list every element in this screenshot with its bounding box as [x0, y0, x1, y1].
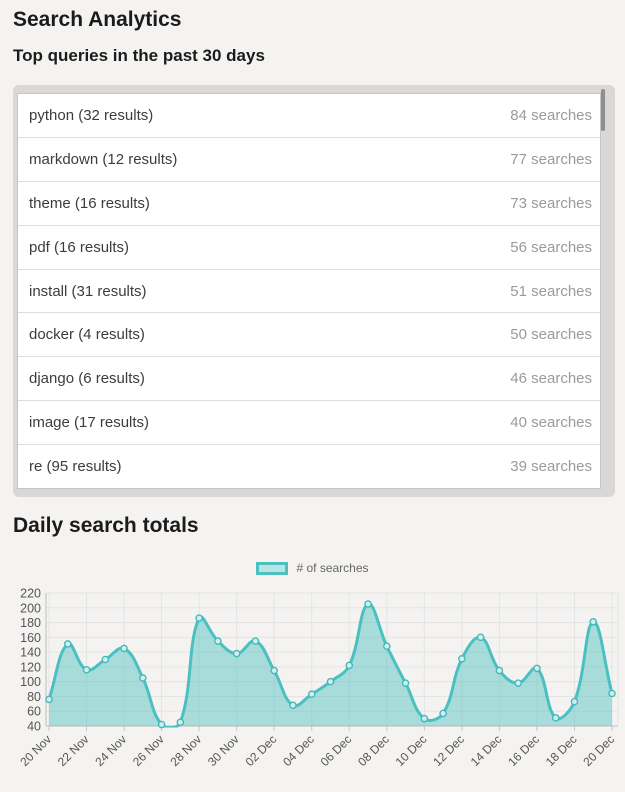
query-row: theme (16 results) 73 searches	[18, 182, 600, 226]
chart-legend: # of searches	[0, 561, 625, 575]
query-row: django (6 results) 46 searches	[18, 357, 600, 402]
top-queries-heading: Top queries in the past 30 days	[13, 46, 265, 65]
svg-text:12 Dec: 12 Dec	[430, 732, 467, 769]
query-row: python (32 results) 84 searches	[18, 94, 600, 138]
svg-text:30 Nov: 30 Nov	[205, 732, 242, 769]
query-row: image (17 results) 40 searches	[18, 401, 600, 446]
query-row: markdown (12 results) 77 searches	[18, 138, 600, 182]
query-count: 73 searches	[510, 194, 592, 212]
query-count: 51 searches	[510, 282, 592, 300]
query-label: image (17 results)	[29, 414, 150, 432]
legend-label: # of searches	[296, 561, 369, 575]
top-queries-list[interactable]: python (32 results) 84 searches markdown (…	[17, 93, 601, 489]
svg-text:100: 100	[20, 675, 41, 689]
query-label: pdf (16 results)	[29, 238, 130, 256]
svg-text:20 Nov: 20 Nov	[17, 732, 54, 769]
query-row: re (95 results) 39 searches	[18, 445, 600, 488]
daily-search-totals-heading: Daily search totals	[13, 514, 199, 537]
query-label: python (32 results)	[29, 106, 154, 124]
query-row: docker (4 results) 50 searches	[18, 313, 600, 358]
query-row: pdf (16 results) 56 searches	[18, 226, 600, 270]
query-count: 39 searches	[510, 458, 592, 476]
query-label: docker (4 results)	[29, 326, 145, 344]
top-queries-panel: python (32 results) 84 searches markdown (…	[13, 85, 615, 497]
query-label: theme (16 results)	[29, 194, 150, 212]
query-count: 84 searches	[510, 106, 592, 124]
svg-text:16 Dec: 16 Dec	[505, 732, 542, 769]
svg-text:60: 60	[27, 705, 41, 719]
svg-text:120: 120	[20, 660, 41, 674]
svg-text:180: 180	[20, 616, 41, 630]
query-count: 46 searches	[510, 370, 592, 388]
query-count: 50 searches	[510, 326, 592, 344]
list-scrollbar-thumb[interactable]	[601, 89, 605, 131]
svg-text:14 Dec: 14 Dec	[468, 732, 505, 769]
svg-text:20 Dec: 20 Dec	[580, 732, 617, 769]
svg-text:160: 160	[20, 631, 41, 645]
query-label: django (6 results)	[29, 370, 145, 388]
svg-text:200: 200	[20, 601, 41, 615]
query-count: 56 searches	[510, 238, 592, 256]
page-title: Search Analytics	[13, 8, 182, 31]
svg-text:18 Dec: 18 Dec	[543, 732, 580, 769]
query-count: 77 searches	[510, 150, 592, 168]
svg-text:80: 80	[27, 690, 41, 704]
svg-text:26 Nov: 26 Nov	[130, 732, 167, 769]
svg-text:220: 220	[20, 587, 41, 601]
svg-text:40: 40	[27, 720, 41, 734]
svg-text:24 Nov: 24 Nov	[92, 732, 129, 769]
query-label: markdown (12 results)	[29, 150, 178, 168]
query-count: 40 searches	[510, 414, 592, 432]
query-label: re (95 results)	[29, 458, 122, 476]
svg-text:02 Dec: 02 Dec	[243, 732, 280, 769]
svg-text:10 Dec: 10 Dec	[393, 732, 430, 769]
svg-text:08 Dec: 08 Dec	[355, 732, 392, 769]
svg-text:22 Nov: 22 Nov	[55, 732, 92, 769]
svg-text:06 Dec: 06 Dec	[318, 732, 355, 769]
svg-text:28 Nov: 28 Nov	[167, 732, 204, 769]
daily-search-chart: # of searches 40 60 80 100 120 140 160 180 200 22…	[0, 556, 625, 792]
svg-text:04 Dec: 04 Dec	[280, 732, 317, 769]
query-row: install (31 results) 51 searches	[18, 270, 600, 314]
query-label: install (31 results)	[29, 282, 147, 300]
legend-swatch-icon	[256, 561, 289, 575]
legend-item-searches[interactable]: # of searches	[256, 561, 369, 575]
svg-text:140: 140	[20, 646, 41, 660]
